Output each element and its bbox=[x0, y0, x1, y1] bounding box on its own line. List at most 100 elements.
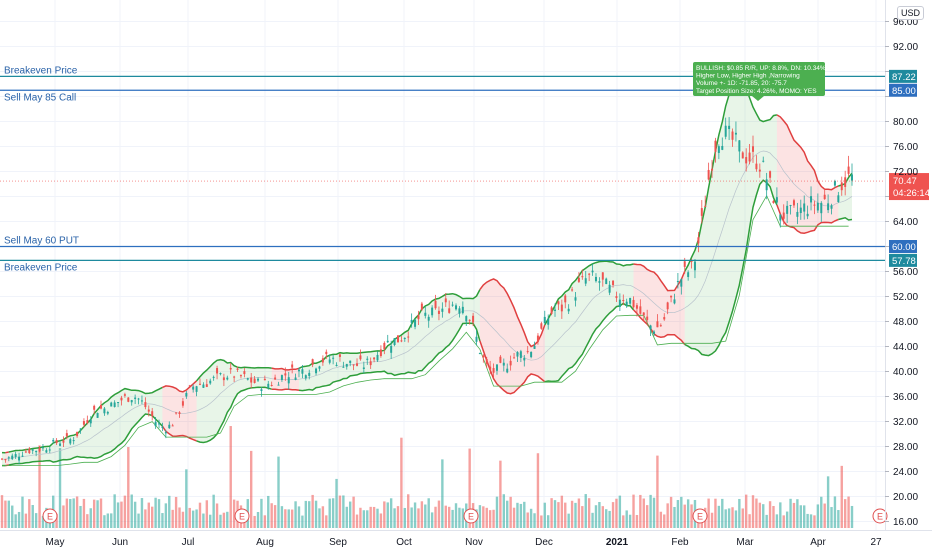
time-tick-label: 27 bbox=[870, 537, 882, 548]
volume-bar bbox=[837, 510, 840, 528]
band-fill bbox=[299, 289, 480, 391]
candle-body bbox=[574, 297, 577, 301]
price-tick-label: 80.00 bbox=[893, 117, 918, 128]
candle-body bbox=[164, 432, 167, 434]
candle-body bbox=[472, 315, 475, 323]
candle-body bbox=[120, 397, 123, 401]
candle-body bbox=[622, 300, 625, 302]
volume-bar bbox=[335, 478, 338, 528]
candle-body bbox=[315, 368, 318, 374]
volume-bar bbox=[816, 504, 820, 528]
volume-bar bbox=[478, 505, 482, 528]
volume-bar bbox=[151, 506, 154, 528]
volume-bar bbox=[843, 499, 847, 528]
candle-body bbox=[274, 377, 277, 380]
band-upper-line bbox=[162, 380, 198, 393]
volume-bar bbox=[362, 510, 366, 528]
candle-body bbox=[287, 377, 290, 384]
candle-body bbox=[137, 398, 140, 400]
candle-body bbox=[591, 270, 594, 273]
price-tick-label: 20.00 bbox=[893, 492, 918, 503]
currency-label[interactable]: USD bbox=[896, 6, 924, 20]
candle-body bbox=[226, 377, 229, 380]
band-upper-line bbox=[5, 451, 9, 454]
volume-bar bbox=[502, 494, 506, 528]
candle-body bbox=[680, 279, 683, 287]
band-lower-line bbox=[776, 204, 839, 234]
candle-body bbox=[123, 394, 126, 396]
volume-bar bbox=[116, 502, 120, 528]
volume-bar bbox=[263, 515, 267, 528]
volume-bar bbox=[65, 498, 69, 528]
volume-bar bbox=[785, 511, 789, 528]
band-fill bbox=[838, 173, 852, 220]
candle-body bbox=[516, 352, 519, 357]
price-badge-text: 57.78 bbox=[892, 256, 916, 267]
volume-bar bbox=[198, 502, 202, 528]
candle-body bbox=[827, 203, 830, 211]
candle-body bbox=[209, 380, 212, 384]
candle-body bbox=[93, 405, 96, 410]
volume-bar bbox=[31, 505, 34, 528]
candle-body bbox=[642, 312, 645, 316]
candle-body bbox=[847, 166, 850, 174]
candle-body bbox=[267, 383, 270, 388]
candle-body bbox=[550, 307, 553, 314]
volume-bar bbox=[734, 510, 738, 528]
time-tick-label: Dec bbox=[535, 537, 553, 548]
volume-bar bbox=[328, 498, 331, 528]
volume-bar bbox=[4, 500, 7, 528]
volume-bar bbox=[86, 514, 89, 528]
candle-body bbox=[424, 312, 427, 316]
candle-body bbox=[18, 456, 21, 461]
band-fill bbox=[633, 264, 685, 345]
volume-bar bbox=[410, 507, 413, 528]
volume-bar bbox=[710, 512, 714, 528]
volume-bar bbox=[21, 496, 24, 528]
volume-bar bbox=[34, 513, 38, 528]
candle-body bbox=[352, 364, 355, 366]
time-tick-label: Oct bbox=[396, 537, 412, 548]
candle-body bbox=[127, 397, 130, 402]
volume-bar bbox=[645, 505, 649, 528]
volume-bar bbox=[314, 500, 318, 528]
candle-body bbox=[134, 397, 137, 399]
volume-bar bbox=[659, 511, 663, 528]
volume-bar bbox=[813, 515, 816, 528]
volume-bar bbox=[82, 498, 86, 528]
price-badge-text: 87.22 bbox=[892, 72, 916, 83]
volume-bar bbox=[270, 503, 273, 528]
volume-bar bbox=[11, 505, 14, 528]
volume-bar bbox=[714, 498, 717, 528]
candle-body bbox=[321, 358, 324, 363]
volume-bar bbox=[492, 509, 495, 528]
candle-body bbox=[779, 214, 782, 221]
price-axis[interactable]: 16.00 20.00 24.00 28.00 32.00 36.00 40.00 44.00… bbox=[885, 0, 918, 530]
volume-bar bbox=[103, 515, 106, 528]
candle-body bbox=[161, 427, 164, 429]
candle-body bbox=[577, 277, 580, 282]
volume-bar bbox=[847, 496, 850, 528]
candle-body bbox=[448, 308, 451, 313]
volume-bar bbox=[830, 507, 833, 528]
volume-bar bbox=[321, 506, 325, 528]
time-tick-label: Sep bbox=[329, 537, 347, 548]
band-upper-line bbox=[298, 289, 481, 369]
candle-body bbox=[536, 335, 539, 342]
time-axis[interactable]: May Jun Jul Aug Sep Oct Nov Dec 2021 Feb Mar Apr 27 bbox=[0, 530, 932, 549]
last-price-countdown: 04:26:14 bbox=[893, 188, 930, 199]
candle-body bbox=[72, 440, 75, 442]
candle-body bbox=[584, 278, 587, 284]
candle-body bbox=[110, 402, 113, 407]
volume-bar bbox=[181, 511, 185, 528]
candle-body bbox=[250, 377, 253, 383]
volume-bar bbox=[413, 502, 417, 528]
candle-body bbox=[59, 443, 62, 446]
candle-body bbox=[519, 351, 522, 358]
candle-body bbox=[45, 450, 48, 453]
volume-bar bbox=[331, 498, 335, 528]
candle-body bbox=[427, 316, 430, 321]
candle-body bbox=[635, 305, 638, 309]
